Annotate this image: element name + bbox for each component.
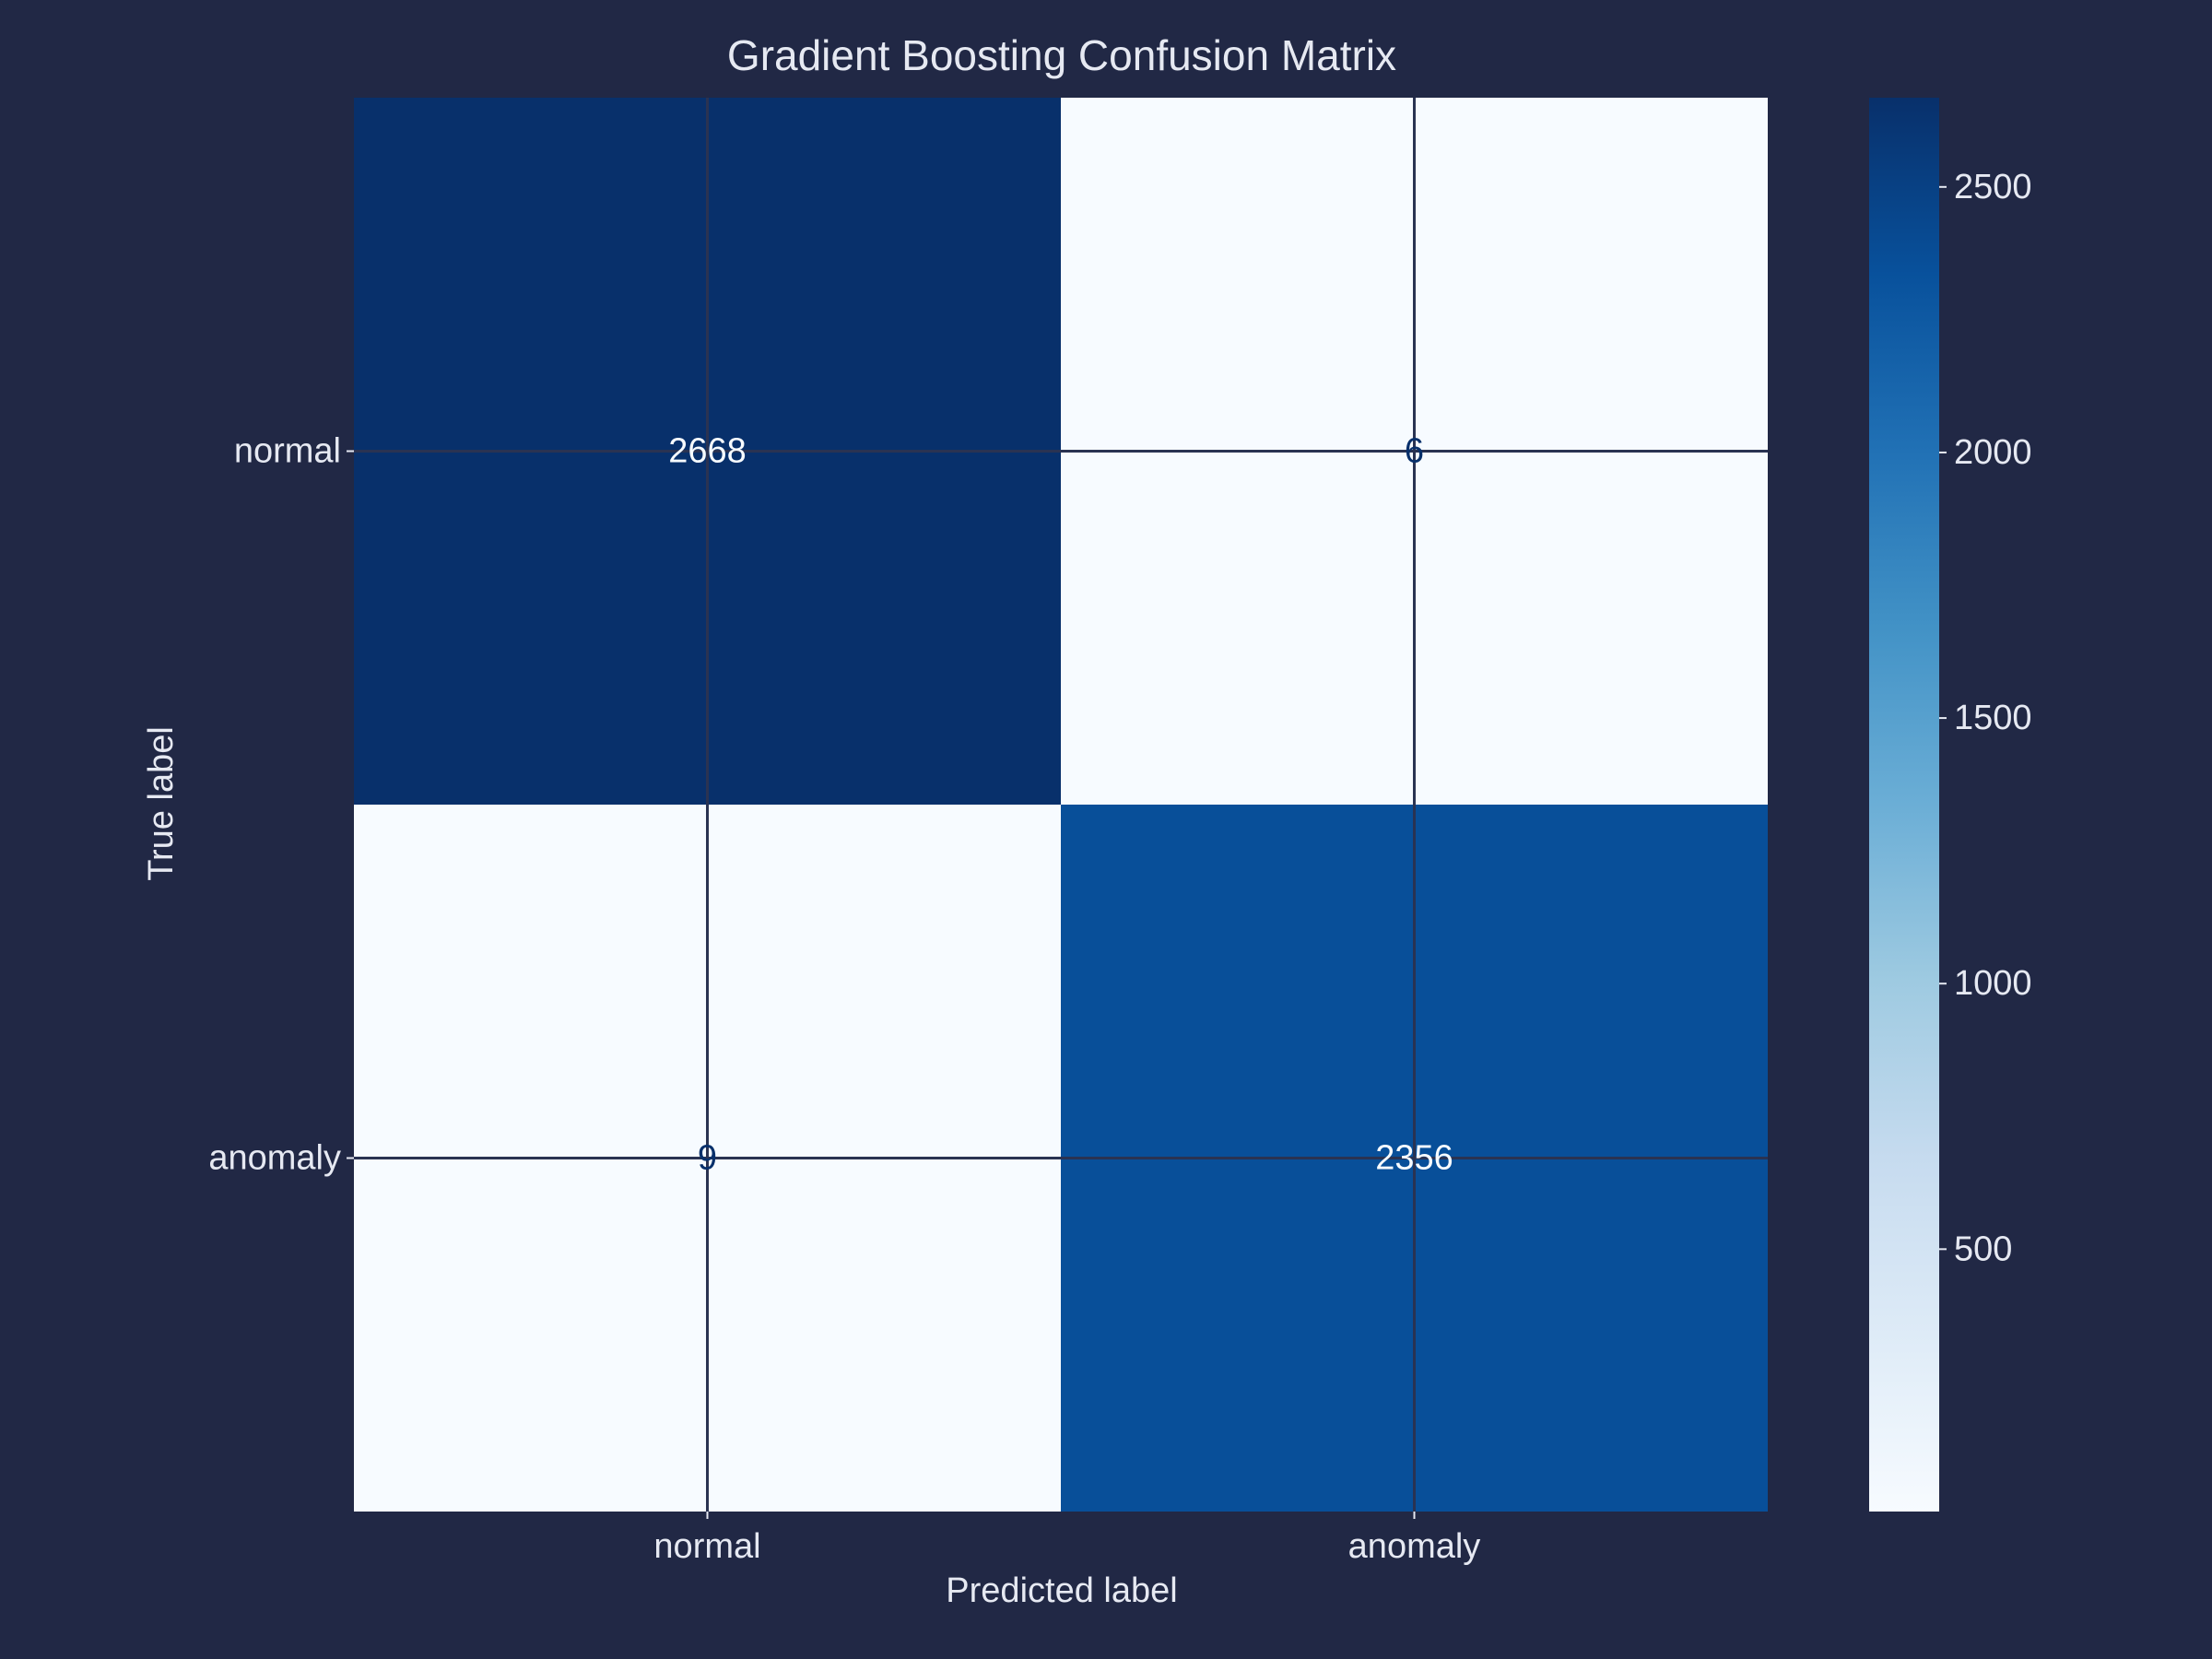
heatmap-gridlines: [354, 98, 1768, 1512]
cell-value-label: 2356: [1375, 1139, 1453, 1178]
colorbar-tick-label: 500: [1954, 1230, 2012, 1268]
heatmap-cell-labels: 2668 6 9 2356: [668, 432, 1453, 1178]
cell-value-label: 9: [698, 1139, 717, 1178]
x-axis-ticks: normal anomaly: [653, 1512, 1480, 1566]
x-tick-label: normal: [653, 1527, 760, 1566]
x-axis-label: Predicted label: [946, 1571, 1177, 1610]
y-axis-ticks: normal anomaly: [208, 432, 354, 1178]
x-tick-label: anomaly: [1348, 1527, 1481, 1566]
colorbar: 500 1000 1500 2000 2500: [1869, 98, 2032, 1512]
chart-title: Gradient Boosting Confusion Matrix: [727, 31, 1396, 79]
cell-value-label: 2668: [668, 432, 747, 471]
colorbar-tick-label: 2500: [1954, 168, 2032, 206]
colorbar-tick-label: 2000: [1954, 433, 2032, 472]
y-tick-label: normal: [234, 432, 341, 471]
y-tick-label: anomaly: [208, 1139, 341, 1178]
heatmap-cells: [354, 98, 1768, 1512]
y-axis-label: True label: [142, 726, 181, 881]
colorbar-tick-label: 1500: [1954, 699, 2032, 737]
colorbar-gradient: [1869, 98, 1939, 1512]
cell-value-label: 6: [1405, 432, 1424, 471]
colorbar-tick-label: 1000: [1954, 964, 2032, 1003]
